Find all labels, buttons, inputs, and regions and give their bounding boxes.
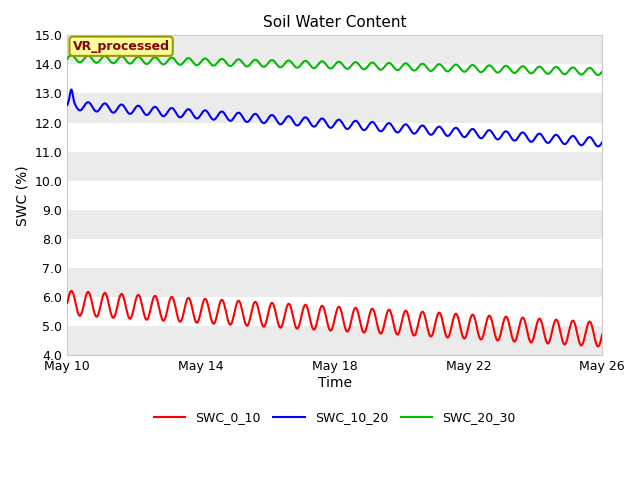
SWC_20_30	[225, 63, 233, 69]
SWC_0_10	[127, 315, 134, 321]
SWC_10_20	[594, 144, 602, 149]
Legend: SWC_0_10, SWC_10_20, SWC_20_30: SWC_0_10, SWC_10_20, SWC_20_30	[149, 406, 520, 429]
SWC_20_30	[63, 56, 71, 61]
SWC_20_30	[594, 72, 602, 78]
Bar	[67, 297, 602, 326]
SWC_0_10	[594, 344, 602, 349]
SWC_10_20	[252, 111, 259, 117]
Bar	[67, 122, 602, 152]
SWC_0_10	[598, 332, 606, 337]
Y-axis label: SWC (%): SWC (%)	[15, 165, 29, 226]
SWC_10_20	[63, 102, 71, 108]
SWC_0_10	[272, 311, 280, 316]
Line: SWC_20_30: SWC_20_30	[67, 55, 602, 75]
SWC_20_30	[598, 69, 606, 74]
SWC_0_10	[63, 300, 71, 306]
Line: SWC_10_20: SWC_10_20	[67, 89, 602, 146]
SWC_0_10	[420, 312, 428, 317]
SWC_0_10	[68, 288, 76, 294]
SWC_0_10	[390, 324, 398, 330]
X-axis label: Time: Time	[317, 376, 352, 390]
SWC_20_30	[127, 60, 134, 66]
SWC_10_20	[127, 111, 134, 117]
SWC_20_30	[68, 52, 76, 58]
SWC_10_20	[598, 140, 606, 145]
Bar	[67, 36, 602, 64]
SWC_10_20	[420, 124, 428, 130]
Bar	[67, 152, 602, 181]
Title: Soil Water Content: Soil Water Content	[263, 15, 406, 30]
SWC_10_20	[390, 127, 398, 132]
Bar	[67, 94, 602, 122]
SWC_10_20	[272, 116, 280, 122]
SWC_20_30	[390, 65, 398, 71]
Bar	[67, 326, 602, 355]
Bar	[67, 64, 602, 94]
Bar	[67, 239, 602, 268]
SWC_20_30	[272, 60, 280, 66]
SWC_10_20	[225, 118, 233, 123]
Bar	[67, 268, 602, 297]
SWC_0_10	[225, 321, 233, 326]
Bar	[67, 210, 602, 239]
SWC_0_10	[252, 299, 259, 305]
Line: SWC_0_10: SWC_0_10	[67, 291, 602, 347]
SWC_20_30	[252, 57, 259, 62]
SWC_20_30	[420, 62, 428, 68]
Bar	[67, 181, 602, 210]
SWC_10_20	[68, 86, 76, 92]
Text: VR_processed: VR_processed	[73, 40, 170, 53]
